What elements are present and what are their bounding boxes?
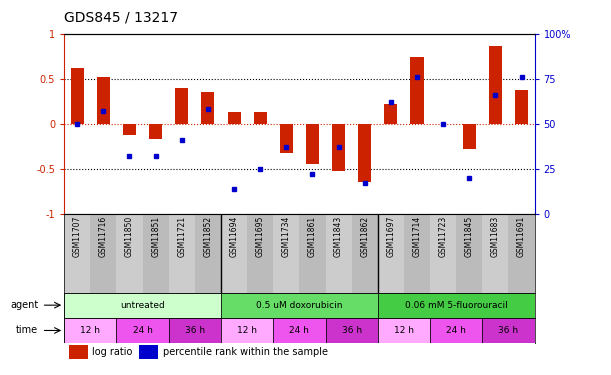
Bar: [482, 214, 508, 292]
Text: GSM11691: GSM11691: [517, 216, 526, 257]
Bar: [378, 214, 404, 292]
Bar: [169, 214, 195, 292]
Bar: [273, 318, 326, 343]
Bar: [326, 214, 352, 292]
Bar: [64, 318, 117, 343]
Bar: [227, 112, 241, 124]
Text: 12 h: 12 h: [237, 326, 257, 335]
Bar: [299, 214, 326, 292]
Text: GSM11695: GSM11695: [255, 216, 265, 258]
Text: GSM11714: GSM11714: [412, 216, 422, 257]
Text: 36 h: 36 h: [499, 326, 519, 335]
Bar: [384, 104, 397, 124]
Text: percentile rank within the sample: percentile rank within the sample: [163, 346, 328, 357]
Bar: [430, 318, 482, 343]
Bar: [202, 92, 214, 124]
Text: GSM11723: GSM11723: [439, 216, 448, 257]
Bar: [117, 214, 142, 292]
Text: 36 h: 36 h: [342, 326, 362, 335]
Bar: [97, 77, 110, 124]
Bar: [378, 318, 430, 343]
Text: 0.5 uM doxorubicin: 0.5 uM doxorubicin: [256, 301, 343, 310]
Text: GSM11852: GSM11852: [203, 216, 213, 257]
Bar: [117, 318, 169, 343]
Bar: [90, 214, 117, 292]
Text: GDS845 / 13217: GDS845 / 13217: [64, 10, 178, 24]
Bar: [64, 214, 90, 292]
Text: untreated: untreated: [120, 301, 165, 310]
Text: GSM11843: GSM11843: [334, 216, 343, 257]
Bar: [69, 345, 88, 358]
Text: GSM11850: GSM11850: [125, 216, 134, 257]
Bar: [195, 214, 221, 292]
Text: time: time: [16, 326, 38, 336]
Bar: [254, 112, 267, 124]
Bar: [306, 124, 319, 164]
Bar: [326, 318, 378, 343]
Bar: [456, 214, 482, 292]
Bar: [463, 124, 476, 149]
Text: 24 h: 24 h: [133, 326, 153, 335]
Bar: [508, 214, 535, 292]
Bar: [221, 214, 247, 292]
Bar: [404, 214, 430, 292]
Text: 24 h: 24 h: [446, 326, 466, 335]
Bar: [489, 46, 502, 124]
Bar: [169, 318, 221, 343]
Bar: [149, 124, 162, 139]
Text: log ratio: log ratio: [92, 346, 133, 357]
Bar: [273, 214, 299, 292]
Text: 12 h: 12 h: [394, 326, 414, 335]
Text: agent: agent: [10, 300, 38, 310]
Bar: [378, 292, 535, 318]
Text: 24 h: 24 h: [290, 326, 309, 335]
Bar: [142, 214, 169, 292]
Bar: [482, 318, 535, 343]
Text: 12 h: 12 h: [80, 326, 100, 335]
Bar: [411, 57, 423, 124]
Bar: [332, 124, 345, 171]
Bar: [352, 214, 378, 292]
Bar: [280, 124, 293, 153]
Text: GSM11861: GSM11861: [308, 216, 317, 257]
Bar: [430, 214, 456, 292]
Bar: [358, 124, 371, 182]
Bar: [221, 318, 273, 343]
Text: GSM11851: GSM11851: [151, 216, 160, 257]
Text: 36 h: 36 h: [185, 326, 205, 335]
Bar: [247, 214, 273, 292]
Bar: [221, 292, 378, 318]
Bar: [515, 90, 528, 124]
Bar: [71, 68, 84, 124]
Bar: [175, 88, 188, 124]
Text: GSM11694: GSM11694: [230, 216, 238, 258]
Bar: [64, 292, 221, 318]
Text: GSM11845: GSM11845: [465, 216, 474, 257]
Text: GSM11734: GSM11734: [282, 216, 291, 258]
Text: GSM11716: GSM11716: [99, 216, 108, 257]
Text: GSM11862: GSM11862: [360, 216, 369, 257]
Bar: [139, 345, 158, 358]
Text: GSM11721: GSM11721: [177, 216, 186, 257]
Text: 0.06 mM 5-fluorouracil: 0.06 mM 5-fluorouracil: [405, 301, 508, 310]
Text: GSM11697: GSM11697: [386, 216, 395, 258]
Bar: [123, 124, 136, 135]
Text: GSM11707: GSM11707: [73, 216, 82, 258]
Text: GSM11683: GSM11683: [491, 216, 500, 257]
